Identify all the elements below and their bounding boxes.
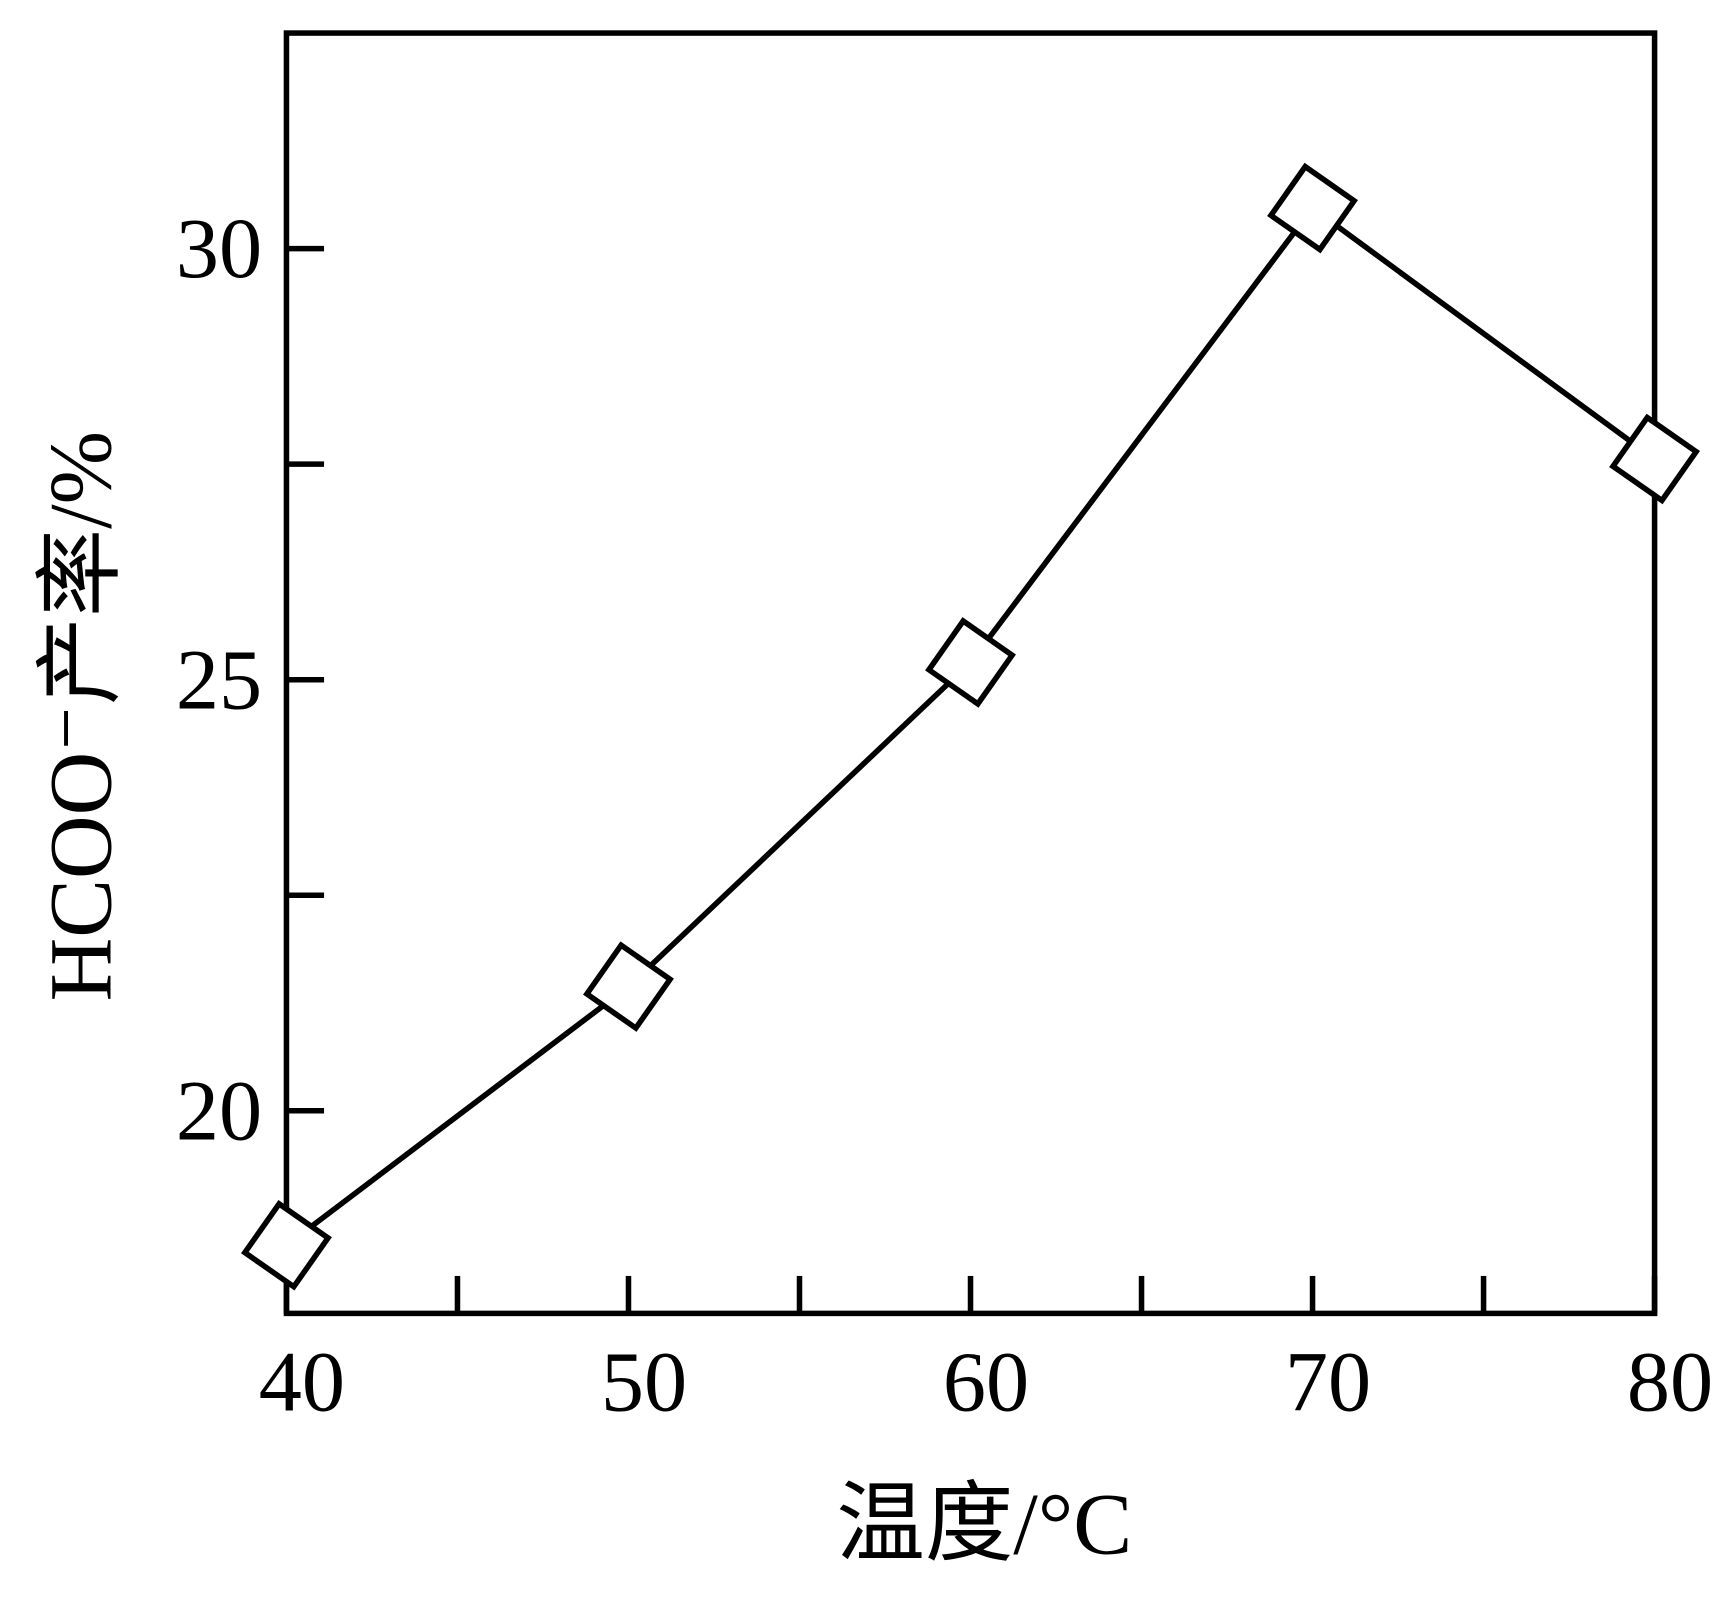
x-tick-label: 60 <box>943 1334 1029 1430</box>
data-marker <box>925 617 1016 708</box>
x-tick-label: 50 <box>601 1334 687 1430</box>
y-tick-label: 30 <box>176 200 262 296</box>
y-axis-title: HCOO⁻产率/% <box>32 431 130 1001</box>
data-marker <box>241 1200 332 1291</box>
x-axis-title: 温度/°C <box>836 1476 1132 1574</box>
data-marker <box>1609 413 1701 505</box>
x-tick-label: 80 <box>1627 1334 1713 1430</box>
x-tick-label: 40 <box>259 1334 345 1430</box>
data-line <box>284 204 1657 1248</box>
x-tick-label: 70 <box>1285 1334 1371 1430</box>
y-tick-label: 20 <box>176 1063 262 1159</box>
data-marker <box>1267 162 1358 254</box>
y-tick-label: 25 <box>176 631 262 727</box>
data-marker <box>583 941 674 1032</box>
